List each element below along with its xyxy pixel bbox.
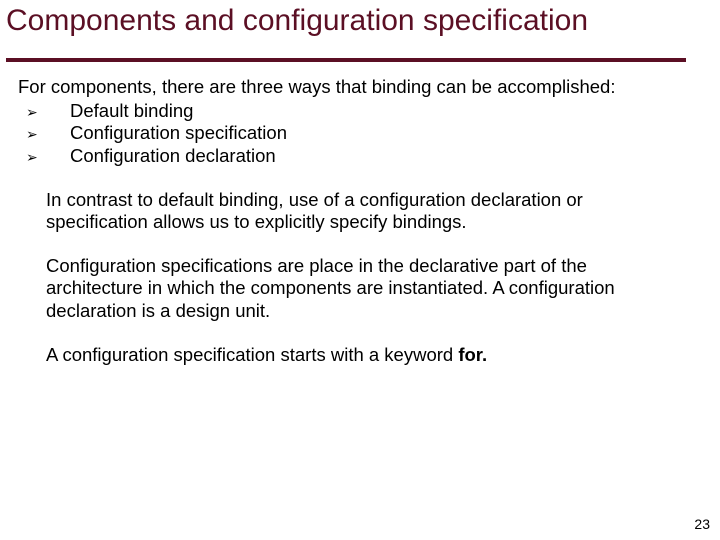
slide-body: For components, there are three ways tha… — [18, 76, 690, 366]
paragraph-block: In contrast to default binding, use of a… — [18, 189, 690, 366]
bullet-text: Configuration specification — [70, 122, 690, 144]
bullet-icon: ➢ — [18, 149, 70, 166]
intro-text: For components, there are three ways tha… — [18, 76, 690, 98]
list-item: ➢ Configuration specification — [18, 122, 690, 144]
bullet-icon: ➢ — [18, 126, 70, 143]
bullet-text: Default binding — [70, 100, 690, 122]
slide-title: Components and configuration specificati… — [6, 4, 714, 38]
bullet-icon: ➢ — [18, 104, 70, 121]
slide: Components and configuration specificati… — [0, 0, 720, 540]
paragraph-text: A configuration specification starts wit… — [46, 344, 458, 365]
list-item: ➢ Configuration declaration — [18, 145, 690, 167]
bullet-text: Configuration declaration — [70, 145, 690, 167]
page-number: 23 — [694, 516, 710, 532]
list-item: ➢ Default binding — [18, 100, 690, 122]
paragraph: Configuration specifications are place i… — [46, 255, 680, 322]
paragraph: A configuration specification starts wit… — [46, 344, 680, 366]
bullet-list: ➢ Default binding ➢ Configuration specif… — [18, 100, 690, 167]
keyword-bold: for. — [458, 344, 487, 365]
title-underline — [6, 58, 686, 62]
paragraph: In contrast to default binding, use of a… — [46, 189, 680, 233]
